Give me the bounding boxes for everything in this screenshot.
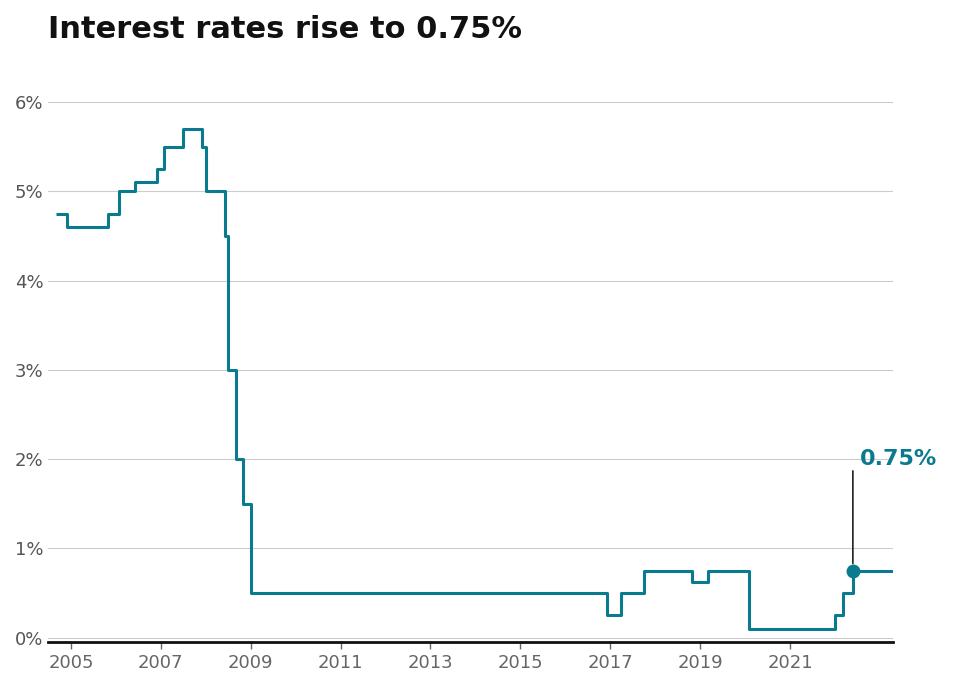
Text: 0.75%: 0.75% (859, 449, 937, 469)
Text: Interest rates rise to 0.75%: Interest rates rise to 0.75% (49, 15, 523, 44)
